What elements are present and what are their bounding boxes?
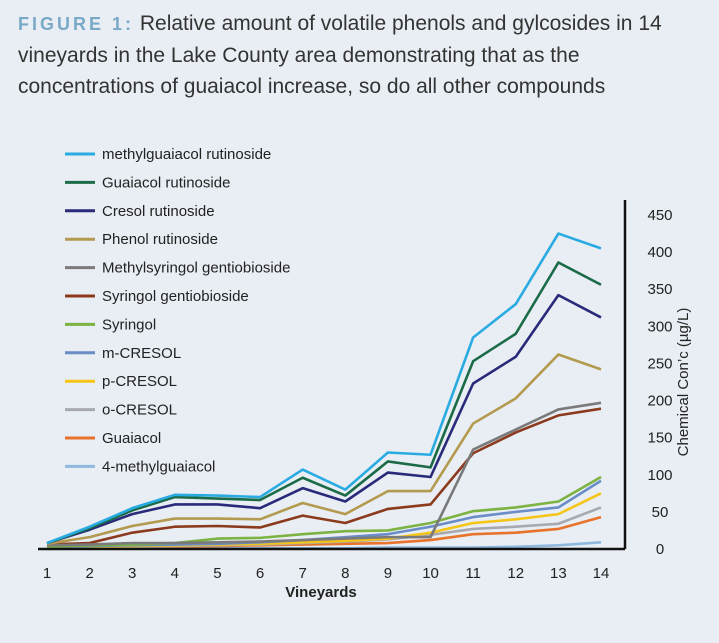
series-line — [46, 407, 602, 546]
x-tick-labels: 1 2 3 4 5 6 7 8 9 10 11 12 13 14 — [43, 565, 610, 582]
x-tick-label: 11 — [465, 565, 481, 582]
legend-label: Syringol — [102, 316, 156, 333]
legend-label: Cresol rutinoside — [102, 203, 215, 220]
series-line — [46, 353, 602, 546]
x-tick-label: 9 — [384, 565, 392, 582]
x-tick-label: 13 — [550, 565, 567, 582]
x-tick-label: 8 — [341, 565, 349, 582]
x-tick-label: 6 — [256, 565, 264, 582]
legend-label: Guaiacol rutinoside — [102, 174, 230, 191]
x-tick-label: 1 — [43, 565, 51, 582]
x-tick-label: 12 — [507, 565, 524, 582]
y-tick-label: 150 — [647, 430, 672, 447]
legend-label: Methylsyringol gentiobioside — [102, 260, 290, 277]
series-line — [46, 401, 602, 547]
y-axis-title: Chemical Con’c (µg/L) — [675, 308, 692, 457]
legend-label: o-CRESOL — [102, 402, 177, 419]
y-tick-label: 450 — [647, 207, 672, 224]
legend-label: p-CRESOL — [102, 373, 177, 390]
chart-axes — [38, 200, 627, 551]
y-tick-label: 250 — [647, 355, 672, 372]
x-tick-label: 4 — [171, 565, 179, 582]
y-tick-label: 400 — [647, 244, 672, 261]
figure-caption-text: Relative amount of volatile phenols and … — [18, 12, 662, 98]
x-tick-label: 14 — [593, 565, 610, 582]
x-axis-title: Vineyards — [285, 584, 356, 601]
x-tick-label: 10 — [422, 565, 439, 582]
chart-legend: methylguaiacol rutinoside Guaiacol rutino… — [65, 146, 290, 475]
legend-label: Phenol rutinoside — [102, 231, 218, 248]
y-tick-label: 50 — [652, 504, 669, 521]
x-tick-label: 7 — [299, 565, 307, 582]
y-tick-label: 0 — [656, 541, 664, 558]
figure-label: FIGURE 1: — [18, 14, 135, 34]
x-tick-label: 2 — [85, 565, 93, 582]
series-line — [46, 232, 602, 545]
legend-label: 4-methylguaiacol — [102, 458, 215, 475]
legend-label: Guaiacol — [102, 430, 161, 447]
y-tick-labels: 0 50 100 150 200 250 300 350 400 450 — [647, 207, 672, 558]
y-tick-label: 300 — [647, 318, 672, 335]
y-tick-label: 200 — [647, 393, 672, 410]
figure-caption: FIGURE 1: Relative amount of volatile ph… — [18, 8, 708, 102]
series-line — [46, 261, 602, 545]
legend-label: m-CRESOL — [102, 345, 181, 362]
y-tick-label: 100 — [647, 467, 672, 484]
x-tick-label: 3 — [128, 565, 136, 582]
y-tick-label: 350 — [647, 281, 672, 298]
legend-label: methylguaiacol rutinoside — [102, 146, 271, 163]
x-tick-label: 5 — [213, 565, 221, 582]
chart-series-lines — [46, 232, 602, 551]
series-line — [46, 293, 602, 545]
legend-label: Syringol gentiobioside — [102, 288, 249, 305]
